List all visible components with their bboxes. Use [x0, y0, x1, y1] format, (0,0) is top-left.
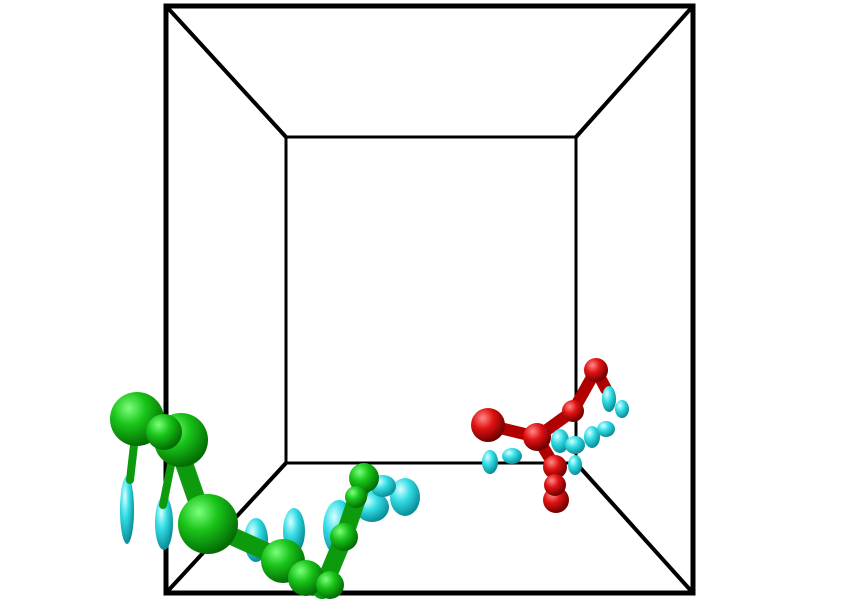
box-inner-face	[284, 135, 578, 465]
atom	[584, 358, 608, 382]
box-outer-face	[163, 3, 696, 596]
atom	[146, 414, 182, 450]
hydrogen-atom	[390, 478, 420, 516]
atom	[345, 486, 367, 508]
atom	[178, 494, 238, 554]
hydrogen-atom	[615, 400, 629, 418]
hydrogen-atom	[568, 455, 582, 475]
hydrogen-atom	[155, 496, 173, 550]
hydrogen-atom	[502, 448, 522, 464]
box-edge-tr	[574, 4, 695, 139]
atom	[288, 560, 324, 596]
atom	[330, 523, 358, 551]
hydrogen-atom	[120, 476, 134, 544]
simulation-box	[163, 3, 696, 596]
hydrogen-atom	[482, 450, 498, 474]
atom	[523, 423, 551, 451]
atom	[544, 474, 566, 496]
hydrogen-atom	[551, 429, 569, 453]
hydrogen-atom	[602, 386, 616, 412]
red-satellites	[482, 386, 629, 475]
hydrogen-atom	[597, 421, 615, 437]
red-atoms	[471, 358, 608, 513]
atom	[316, 571, 344, 599]
hydrogen-atom	[565, 436, 585, 454]
box-edge-br	[574, 461, 695, 595]
green-atoms	[110, 392, 379, 599]
hydrogen-atom	[584, 426, 600, 448]
red-molecule[interactable]	[471, 358, 629, 513]
atom	[562, 400, 584, 422]
green-molecule[interactable]	[110, 392, 420, 599]
atom	[543, 455, 567, 479]
box-edge-tl	[164, 4, 288, 139]
atom	[349, 463, 379, 493]
atom	[471, 408, 505, 442]
